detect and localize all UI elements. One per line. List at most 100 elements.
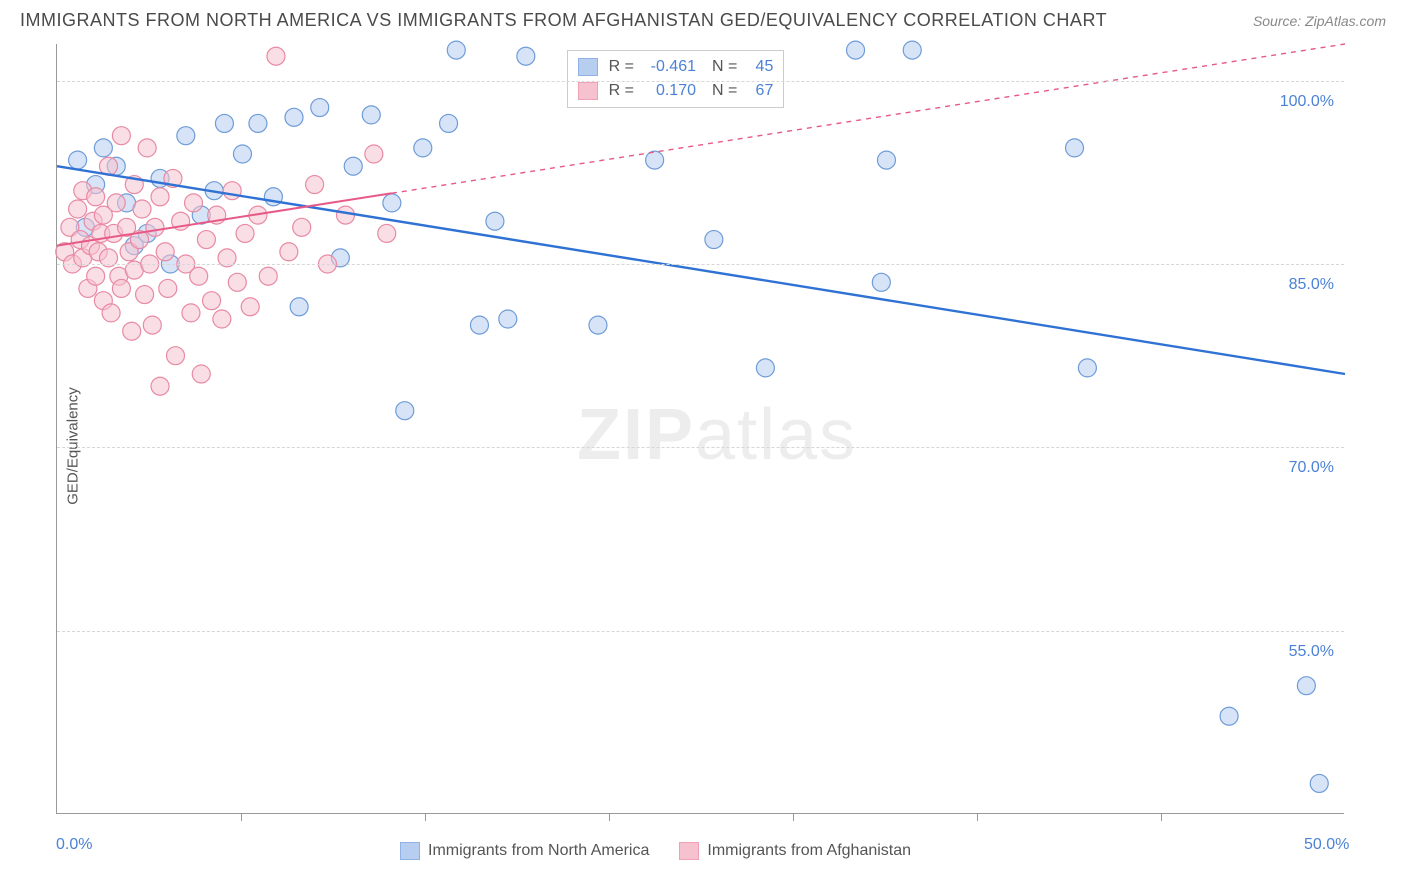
data-point bbox=[290, 298, 308, 316]
y-tick-label: 55.0% bbox=[1289, 643, 1334, 661]
data-point bbox=[440, 114, 458, 132]
chart-plot-area: ZIPatlas R =-0.461N =45R =0.170N =67 55.… bbox=[56, 44, 1344, 814]
trend-line-extrapolated bbox=[392, 44, 1345, 193]
data-point bbox=[1066, 139, 1084, 157]
data-point bbox=[499, 310, 517, 328]
data-point bbox=[705, 231, 723, 249]
data-point bbox=[156, 243, 174, 261]
y-tick-label: 100.0% bbox=[1280, 93, 1334, 111]
data-point bbox=[133, 200, 151, 218]
n-label: N = bbox=[712, 58, 737, 76]
data-point bbox=[447, 41, 465, 59]
data-point bbox=[365, 145, 383, 163]
x-tick-label: 50.0% bbox=[1304, 836, 1349, 854]
data-point bbox=[306, 176, 324, 194]
data-point bbox=[177, 127, 195, 145]
data-point bbox=[223, 182, 241, 200]
data-point bbox=[311, 99, 329, 117]
data-point bbox=[903, 41, 921, 59]
correlation-legend: R = -0.461 N = 45 R = 0.170 N = 67 bbox=[567, 50, 784, 108]
data-point bbox=[1078, 359, 1096, 377]
data-point bbox=[197, 231, 215, 249]
r-label: R = bbox=[604, 82, 634, 100]
data-point bbox=[362, 106, 380, 124]
data-point bbox=[182, 304, 200, 322]
data-point bbox=[1310, 774, 1328, 792]
x-tick-label: 0.0% bbox=[56, 836, 92, 854]
data-point bbox=[378, 224, 396, 242]
data-point bbox=[872, 273, 890, 291]
data-point bbox=[136, 286, 154, 304]
data-point bbox=[646, 151, 664, 169]
data-point bbox=[190, 267, 208, 285]
x-tick bbox=[425, 813, 426, 821]
data-point bbox=[280, 243, 298, 261]
data-point bbox=[396, 402, 414, 420]
legend-swatch bbox=[679, 842, 699, 860]
r-value: 0.170 bbox=[640, 82, 696, 100]
data-point bbox=[228, 273, 246, 291]
legend-swatch bbox=[578, 82, 598, 100]
r-label: R = bbox=[604, 58, 634, 76]
series-legend: Immigrants from North America Immigrants … bbox=[400, 842, 911, 860]
chart-title: IMMIGRANTS FROM NORTH AMERICA VS IMMIGRA… bbox=[20, 10, 1107, 31]
data-point bbox=[166, 347, 184, 365]
legend-swatch bbox=[578, 58, 598, 76]
data-point bbox=[112, 127, 130, 145]
data-point bbox=[337, 206, 355, 224]
data-point bbox=[383, 194, 401, 212]
data-point bbox=[470, 316, 488, 334]
x-tick bbox=[793, 813, 794, 821]
data-point bbox=[267, 47, 285, 65]
legend-row: R = -0.461 N = 45 bbox=[578, 55, 773, 79]
data-point bbox=[107, 194, 125, 212]
data-point bbox=[146, 218, 164, 236]
x-tick bbox=[977, 813, 978, 821]
legend-label: Immigrants from North America bbox=[428, 842, 649, 860]
x-tick bbox=[241, 813, 242, 821]
data-point bbox=[847, 41, 865, 59]
legend-swatch bbox=[400, 842, 420, 860]
data-point bbox=[249, 114, 267, 132]
y-tick-label: 70.0% bbox=[1289, 459, 1334, 477]
data-point bbox=[151, 377, 169, 395]
gridline-horizontal bbox=[57, 631, 1344, 632]
data-point bbox=[87, 267, 105, 285]
data-point bbox=[185, 194, 203, 212]
data-point bbox=[192, 365, 210, 383]
data-point bbox=[143, 316, 161, 334]
data-point bbox=[69, 151, 87, 169]
legend-item: Immigrants from Afghanistan bbox=[679, 842, 911, 860]
n-value: 67 bbox=[743, 82, 773, 100]
data-point bbox=[486, 212, 504, 230]
data-point bbox=[344, 157, 362, 175]
data-point bbox=[69, 200, 87, 218]
legend-item: Immigrants from North America bbox=[400, 842, 649, 860]
data-point bbox=[517, 47, 535, 65]
trend-line bbox=[57, 166, 1345, 374]
data-point bbox=[1220, 707, 1238, 725]
data-point bbox=[138, 139, 156, 157]
gridline-horizontal bbox=[57, 447, 1344, 448]
data-point bbox=[285, 108, 303, 126]
scatter-plot-svg bbox=[57, 44, 1344, 813]
r-value: -0.461 bbox=[640, 58, 696, 76]
source-label: Source: ZipAtlas.com bbox=[1253, 13, 1386, 29]
data-point bbox=[1297, 677, 1315, 695]
data-point bbox=[414, 139, 432, 157]
legend-label: Immigrants from Afghanistan bbox=[707, 842, 911, 860]
data-point bbox=[215, 114, 233, 132]
data-point bbox=[87, 188, 105, 206]
data-point bbox=[293, 218, 311, 236]
x-tick bbox=[609, 813, 610, 821]
data-point bbox=[112, 279, 130, 297]
data-point bbox=[159, 279, 177, 297]
n-label: N = bbox=[712, 82, 737, 100]
y-tick-label: 85.0% bbox=[1289, 276, 1334, 294]
data-point bbox=[94, 139, 112, 157]
data-point bbox=[259, 267, 277, 285]
data-point bbox=[123, 322, 141, 340]
data-point bbox=[102, 304, 120, 322]
data-point bbox=[151, 188, 169, 206]
n-value: 45 bbox=[743, 58, 773, 76]
